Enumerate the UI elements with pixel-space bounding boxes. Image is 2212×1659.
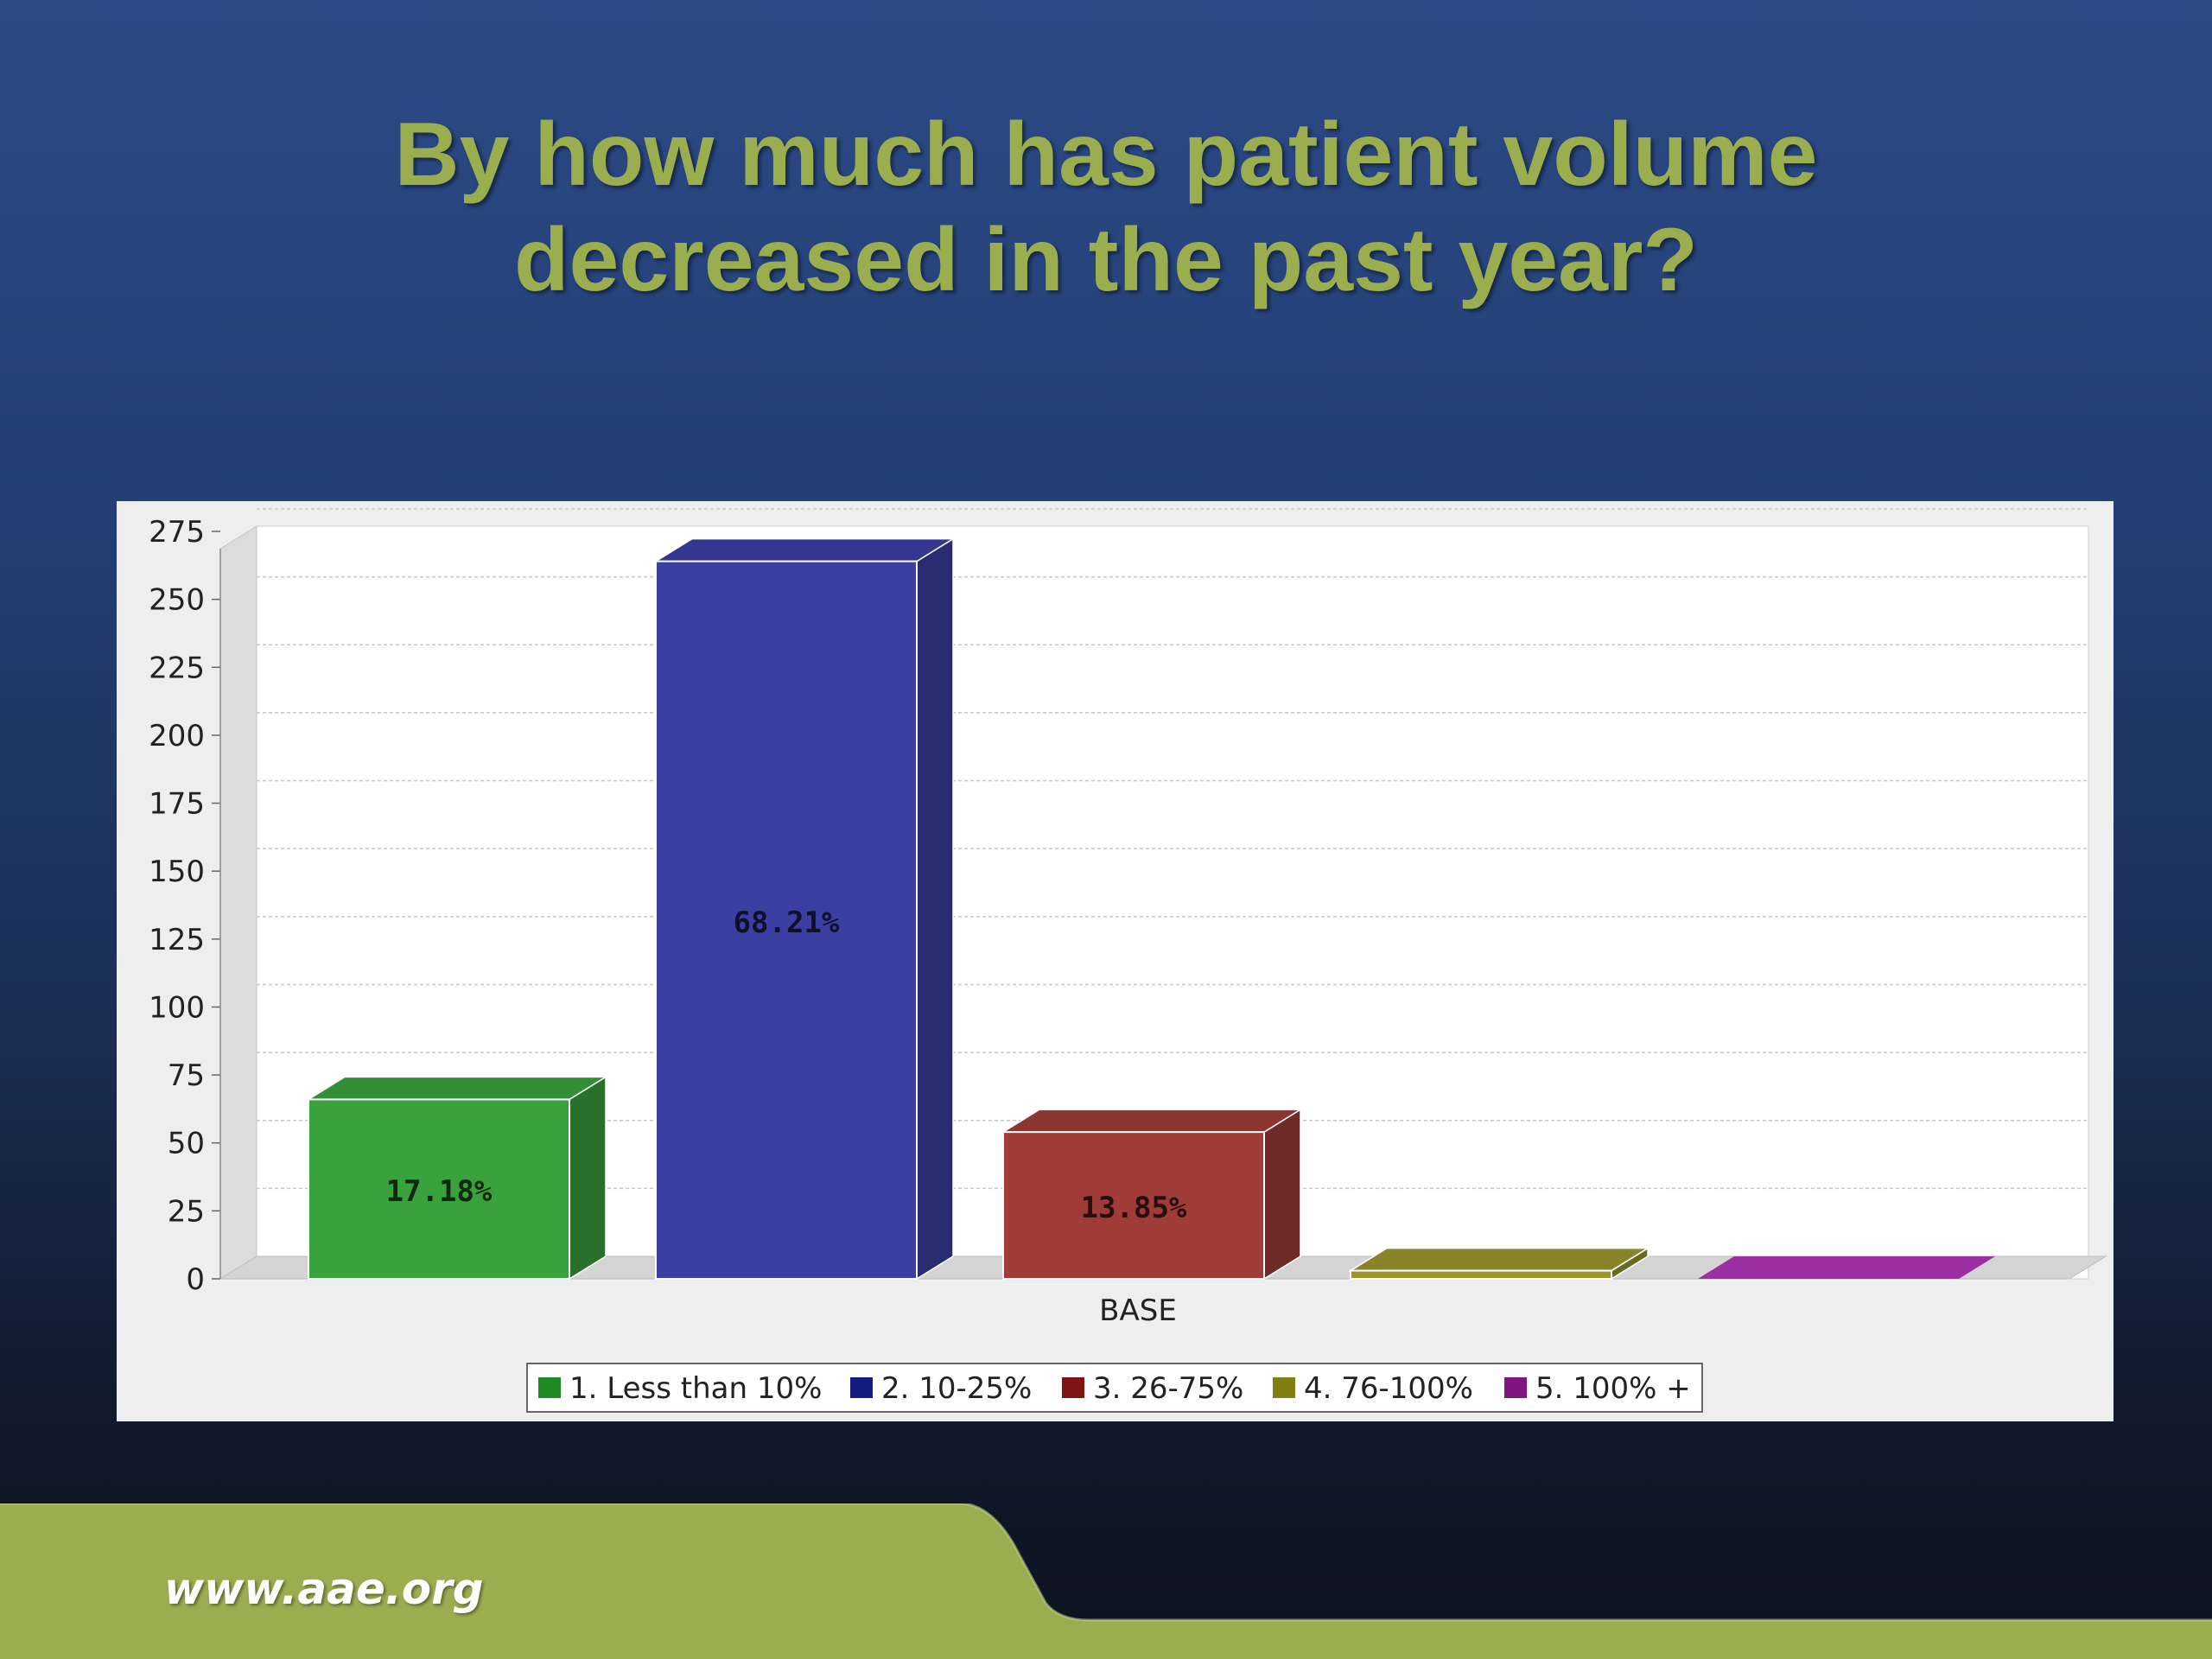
y-tick-label: 50 bbox=[168, 1127, 205, 1161]
legend-label-3: 3. 26-75% bbox=[1093, 1371, 1243, 1406]
legend-label-1: 1. Less than 10% bbox=[569, 1371, 822, 1406]
y-tick-label: 200 bbox=[149, 719, 205, 753]
bar-top-face bbox=[653, 537, 956, 563]
y-tick-label: 150 bbox=[149, 855, 205, 889]
y-tick-label: 0 bbox=[186, 1262, 205, 1297]
legend-swatch-3 bbox=[1062, 1377, 1084, 1398]
bar-top-face bbox=[1001, 1109, 1303, 1133]
bar-front-face bbox=[655, 560, 918, 1281]
y-tick-label: 75 bbox=[168, 1058, 205, 1093]
bar-front-face bbox=[308, 1098, 570, 1281]
bar-flat-face bbox=[1698, 1256, 1995, 1279]
y-tick-label: 275 bbox=[149, 515, 205, 550]
legend-swatch-4 bbox=[1273, 1377, 1295, 1398]
y-tick-label: 250 bbox=[149, 583, 205, 618]
footer-band bbox=[0, 1503, 2212, 1659]
legend-swatch-2 bbox=[850, 1377, 873, 1398]
bar-side-face bbox=[569, 1076, 607, 1281]
legend-label-2: 2. 10-25% bbox=[881, 1371, 1032, 1406]
y-tick-label: 125 bbox=[149, 923, 205, 957]
bar-front-face bbox=[1002, 1131, 1265, 1280]
y-tick-label: 225 bbox=[149, 651, 205, 685]
slide-title: By how much has patient volume decreased… bbox=[0, 102, 2212, 313]
slide-title-line-1: By how much has patient volume bbox=[394, 105, 1818, 205]
bar-front-face bbox=[1350, 1269, 1612, 1281]
x-axis-category-label: BASE bbox=[1099, 1294, 1177, 1328]
slide-title-line-2: decreased in the past year? bbox=[514, 210, 1698, 310]
bar-4 bbox=[1348, 1247, 1650, 1281]
bar-data-label: 13.85% bbox=[1081, 1191, 1187, 1225]
footer-url: www.aae.org bbox=[164, 1564, 484, 1614]
legend-swatch-1 bbox=[538, 1377, 561, 1398]
chart-panel: 0 25 50 75 100 125 150 175 200 225 250 275 17.18% 68.… bbox=[117, 501, 2113, 1421]
bar-side-face bbox=[1263, 1108, 1301, 1281]
bar-top-face bbox=[306, 1076, 608, 1101]
bar-3: 13.85% bbox=[1001, 1108, 1303, 1281]
bar-1: 17.18% bbox=[306, 1076, 608, 1281]
y-tick-label: 25 bbox=[168, 1194, 205, 1229]
bar-chart: 0 25 50 75 100 125 150 175 200 225 250 275 17.18% 68.… bbox=[149, 508, 2107, 1413]
bar-data-label: 68.21% bbox=[734, 906, 840, 940]
legend-label-5: 5. 100% + bbox=[1535, 1371, 1691, 1406]
legend-swatch-5 bbox=[1504, 1377, 1527, 1398]
bar-5 bbox=[1698, 1256, 1995, 1279]
legend-label-4: 4. 76-100% bbox=[1304, 1371, 1473, 1406]
y-tick-label: 175 bbox=[149, 787, 205, 822]
bar-side-face bbox=[916, 537, 954, 1281]
bar-top-face bbox=[1348, 1247, 1650, 1272]
bar-2: 68.21% bbox=[653, 537, 956, 1281]
bar-data-label: 17.18% bbox=[386, 1174, 493, 1209]
plot-side-wall bbox=[219, 525, 257, 1280]
y-tick-label: 100 bbox=[149, 990, 205, 1025]
